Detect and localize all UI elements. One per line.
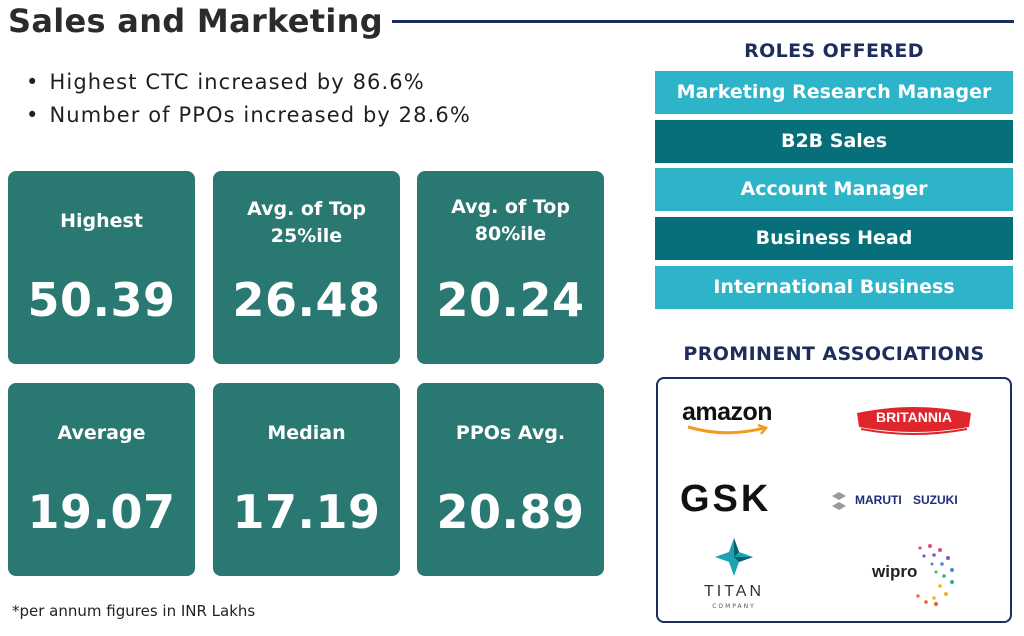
stat-card-ppos: PPOs Avg. 20.89 — [417, 383, 604, 576]
wipro-logo: wipro — [872, 540, 962, 610]
titan-sub-text: COMPANY — [712, 603, 756, 610]
stat-card-highest: Highest 50.39 — [8, 171, 195, 364]
associations-title: PROMINENT ASSOCIATIONS — [683, 343, 985, 365]
stat-value: 17.19 — [232, 485, 381, 539]
stat-value: 50.39 — [27, 273, 176, 327]
highlight-item: Number of PPOs increased by 28.6% — [26, 103, 471, 127]
maruti-suzuki-text: MARUTI SUZUKI — [855, 493, 958, 507]
role-item: B2B Sales — [655, 120, 1013, 163]
stat-label: Avg. of Top 25%ile — [247, 198, 366, 247]
stat-label: PPOs Avg. — [455, 422, 566, 444]
stat-label: Median — [267, 422, 346, 444]
stat-label: Highest — [60, 210, 143, 232]
maruti-suzuki-logo: MARUTI SUZUKI — [829, 490, 1004, 512]
amazon-smile-icon — [687, 424, 769, 435]
amazon-logo: amazon — [682, 398, 787, 440]
highlights-list: Highest CTC increased by 86.6% Number of… — [26, 70, 471, 136]
stat-value: 19.07 — [27, 485, 176, 539]
role-item: Business Head — [655, 217, 1013, 260]
role-item: Account Manager — [655, 168, 1013, 211]
stat-value: 20.24 — [436, 273, 585, 327]
associations-panel — [656, 377, 1012, 623]
highlight-item: Highest CTC increased by 86.6% — [26, 70, 471, 94]
wipro-logo-text: wipro — [872, 562, 918, 581]
roles-title: ROLES OFFERED — [744, 40, 924, 62]
britannia-logo-text: BRITANNIA — [876, 409, 952, 425]
titan-logo-text: TITAN — [703, 583, 765, 600]
stat-value: 26.48 — [232, 273, 381, 327]
stat-label: Avg. of Top 80%ile — [451, 196, 570, 245]
suzuki-emblem-icon — [832, 492, 846, 510]
footnote: *per annum figures in INR Lakhs — [12, 602, 256, 620]
britannia-wing-icon — [857, 407, 971, 435]
gsk-logo: GSK — [680, 478, 772, 520]
titan-star-icon — [715, 538, 753, 576]
stat-card-top25: Avg. of Top 25%ile 26.48 — [213, 171, 400, 364]
stat-card-median: Median 17.19 — [213, 383, 400, 576]
page-title: Sales and Marketing — [8, 2, 383, 40]
titan-logo: TITAN COMPANY — [696, 537, 772, 615]
wipro-rainbow-icon — [916, 544, 954, 606]
stat-card-top80: Avg. of Top 80%ile 20.24 — [417, 171, 604, 364]
stat-card-average: Average 19.07 — [8, 383, 195, 576]
role-item: International Business — [655, 266, 1013, 309]
britannia-logo: BRITANNIA — [853, 399, 975, 437]
stat-label: Average — [57, 422, 146, 444]
role-item: Marketing Research Manager — [655, 71, 1013, 114]
stat-value: 20.89 — [436, 485, 585, 539]
amazon-logo-text: amazon — [682, 398, 773, 426]
title-divider — [392, 20, 1014, 23]
